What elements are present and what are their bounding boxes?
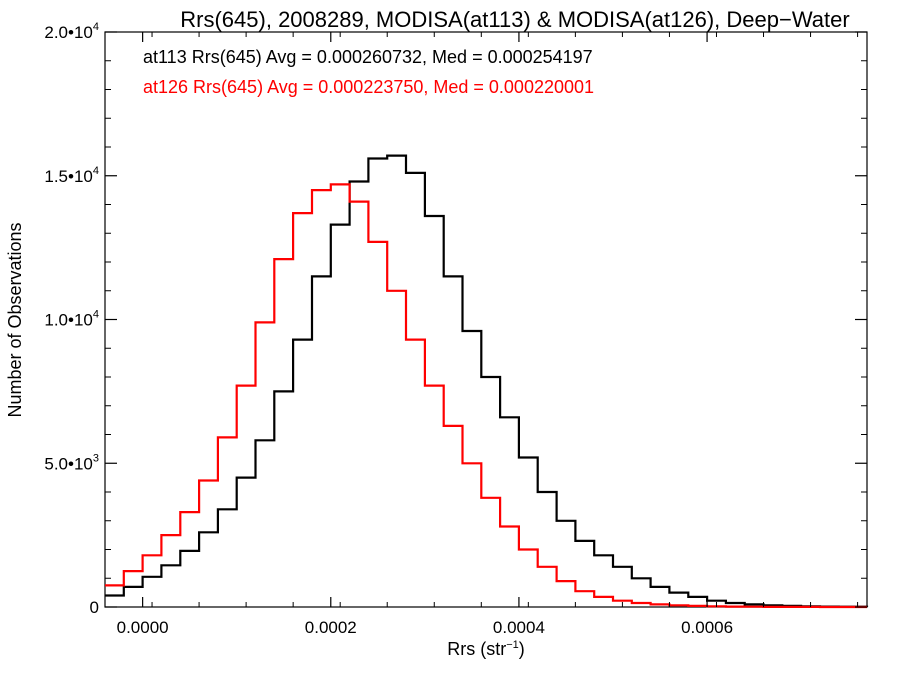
annotation-at113: at113 Rrs(645) Avg = 0.000260732, Med = … (143, 47, 593, 67)
series-line-at113 (105, 154, 869, 608)
y-tick-mantissa: 1.0•10 (44, 311, 93, 330)
y-tick-mantissa: 5.0•10 (44, 454, 93, 473)
y-tick-exponent: 4 (93, 309, 99, 321)
y-tick-label: 5.0•103 (44, 452, 99, 473)
x-tick-label: 0.0002 (305, 618, 357, 637)
y-axis-label: Number of Observations (5, 222, 25, 417)
x-tick-label: 0.0004 (493, 618, 545, 637)
x-axis-label: Rrs (str−1) (447, 639, 525, 659)
series-layer (105, 154, 869, 609)
plot-frame (104, 31, 868, 608)
chart-title: Rrs(645), 2008289, MODISA(at113) & MODIS… (180, 7, 849, 32)
y-tick-exponent: 4 (93, 21, 99, 33)
annotation-at126: at126 Rrs(645) Avg = 0.000223750, Med = … (143, 77, 594, 97)
y-tick-exponent: 3 (93, 452, 99, 464)
y-tick-mantissa: 1.5•10 (44, 167, 93, 186)
x-axis-ticks: 0.0000 0.0002 0.0004 0.0006 (104, 32, 859, 637)
y-tick-label: 1.0•104 (44, 309, 99, 330)
y-tick-exponent: 4 (93, 165, 99, 177)
y-tick-mantissa: 2.0•10 (44, 23, 93, 42)
y-tick-label: 2.0•104 (44, 21, 99, 42)
series-line-at126 (105, 183, 867, 609)
x-axis-label-sup: −1 (506, 639, 519, 651)
y-tick-label: 0 (90, 598, 99, 617)
x-tick-label: 0.0006 (681, 618, 733, 637)
x-axis-label-text: Rrs (str (447, 639, 506, 659)
y-tick-label: 1.5•104 (44, 165, 99, 186)
x-axis-label-close: ) (519, 639, 525, 659)
x-tick-label: 0.0000 (117, 618, 169, 637)
y-tick-mantissa: 0 (90, 598, 99, 617)
